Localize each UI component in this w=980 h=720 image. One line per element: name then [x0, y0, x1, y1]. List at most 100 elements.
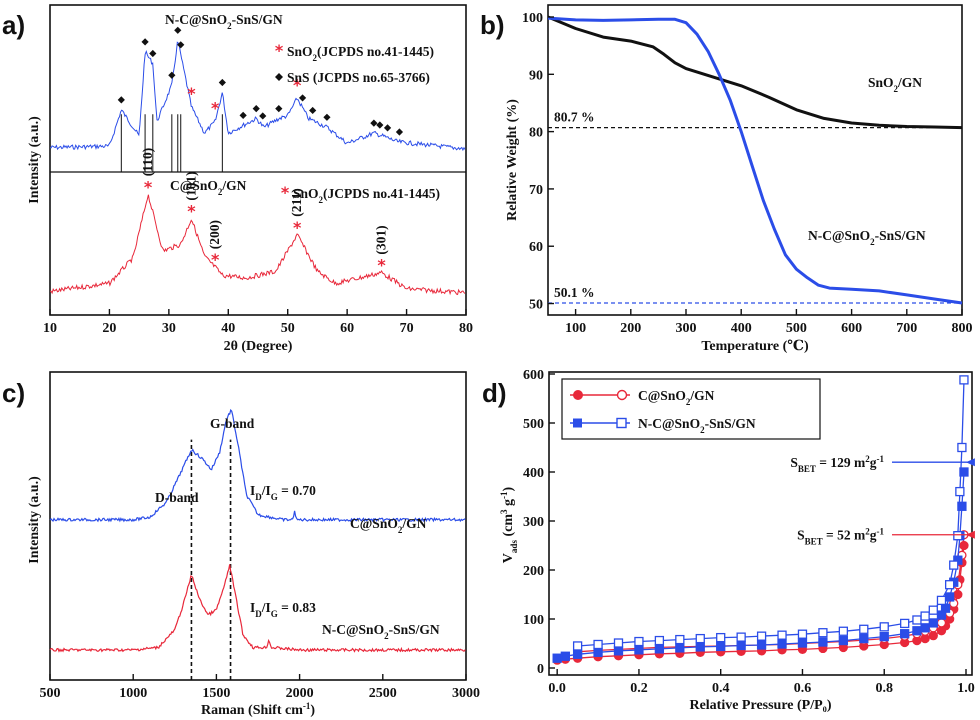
- isotherm-point: [936, 595, 947, 606]
- bet-surface-area-label: SBET = 52 m2g-1: [797, 527, 884, 547]
- isotherm-point: [675, 634, 685, 645]
- sno2-star-marker: *: [211, 99, 220, 118]
- sns-diamond-marker: [149, 49, 157, 58]
- isotherm-point: [552, 653, 562, 663]
- panel-d-y-tick-label: 100: [523, 613, 544, 628]
- panel-label-b: b): [480, 10, 505, 40]
- isotherm-point: [695, 642, 705, 652]
- isotherm-point: [959, 375, 969, 385]
- panel-a-axes: [49, 4, 467, 316]
- isotherm-point: [928, 631, 938, 641]
- legend-marker-filled: [573, 418, 582, 428]
- legend-entry: C@SnO2/GN: [638, 388, 715, 407]
- panel-b: b) 80.7 % 50.1 % SnO2/GN N-C@SnO2-SnS/GN 100 2…: [480, 4, 973, 354]
- sns-diamond-marker: [218, 78, 226, 87]
- raman-series-c-sno2-gn: [49, 408, 466, 523]
- panel-c-xlabel: Raman (Shift cm-1): [201, 701, 315, 718]
- panel-d-y-tick-label: 0: [537, 662, 544, 677]
- panel-a-x-tick-label: 40: [221, 321, 235, 336]
- isotherm-point: [912, 626, 922, 636]
- panel-d-x-tick-label: 0.6: [794, 681, 812, 696]
- d-band-label: D-band: [155, 490, 199, 505]
- panel-b-xlabel: Temperature (℃): [701, 339, 809, 354]
- sns-diamond-marker: [174, 26, 182, 34]
- isotherm-point: [716, 641, 726, 652]
- title-nc-sno2-sns-gn: N-C@SnO2-SnS/GN: [165, 12, 283, 31]
- isotherm-point: [593, 639, 603, 650]
- label-c-sno2-gn: C@SnO2/GN: [350, 516, 427, 535]
- hkl-label: (101): [183, 171, 198, 200]
- xrd-series-c-sno2-gn: [50, 194, 466, 296]
- isotherm-point: [560, 651, 571, 661]
- sns-diamond-marker: [239, 111, 247, 119]
- sns-diamond-marker: [383, 124, 392, 132]
- sns-diamond-marker: [395, 128, 404, 136]
- panel-c-x-tick-label: 2000: [286, 686, 314, 701]
- panel-d-legend: [561, 378, 821, 440]
- reference-label: 50.1 %: [554, 285, 595, 300]
- sns-diamond-marker: [177, 41, 185, 49]
- panel-c-x-tick-label: 500: [40, 686, 61, 701]
- isotherm-point: [797, 629, 808, 639]
- panel-d-x-tick-label: 0.4: [712, 681, 730, 696]
- isotherm-point: [900, 629, 910, 639]
- panel-a-xlabel: 2θ (Degree): [224, 339, 293, 354]
- bet-arrow-head: [965, 530, 975, 539]
- panel-c-x-tick-label: 2500: [369, 686, 397, 701]
- panel-d-y-tick-label: 600: [523, 368, 544, 383]
- isotherm-point: [797, 638, 808, 648]
- panel-b-x-tick-label: 400: [731, 321, 752, 336]
- isotherm-point: [572, 649, 583, 659]
- hkl-label: (110): [140, 148, 155, 177]
- sno2-star-marker: *: [377, 256, 386, 275]
- id-ig-ratio-c-sno2-gn: ID/IG = 0.70: [250, 483, 316, 502]
- panel-a-ylabel: Intensity (a.u.): [27, 116, 42, 204]
- sns-diamond-marker: [259, 112, 267, 120]
- panel-d-x-tick-label: 0.8: [875, 681, 893, 696]
- panel-d-x-tick-label: 1.0: [957, 681, 975, 696]
- panel-d-ylabel: Vads (cm3 g-1): [499, 486, 519, 563]
- panel-c-x-tick-label: 1000: [119, 686, 147, 701]
- isotherm-point: [936, 618, 947, 628]
- legend-sns-jcpds: SnS (JCPDS no.65-3766): [287, 70, 430, 85]
- isotherm-point: [654, 635, 665, 646]
- panel-b-x-tick-label: 500: [786, 321, 807, 336]
- sns-diamond-marker: [323, 113, 331, 121]
- isotherm-point: [593, 647, 603, 657]
- hkl-label: (211): [289, 188, 304, 217]
- panel-d-y-tick-label: 200: [523, 564, 544, 579]
- isotherm-point: [634, 636, 644, 647]
- sns-diamond-marker: [141, 38, 149, 46]
- legend-star-icon: *: [275, 41, 284, 60]
- bet-surface-area-label: SBET = 129 m2g-1: [790, 454, 884, 474]
- panel-c-axes: [49, 371, 467, 681]
- isotherm-point: [879, 622, 889, 632]
- isotherm-point: [838, 635, 849, 646]
- legend-marker-filled: [573, 390, 583, 400]
- isotherm-point: [957, 501, 967, 511]
- isotherm-point: [613, 638, 624, 648]
- hkl-label: (200): [207, 220, 222, 249]
- panel-c-ylabel: Intensity (a.u.): [27, 476, 42, 564]
- sns-diamond-marker: [376, 121, 384, 129]
- isotherm-point: [955, 486, 965, 497]
- isotherm-point: [716, 632, 726, 643]
- isotherm-point: [957, 442, 967, 453]
- sns-diamond-marker: [117, 96, 125, 104]
- id-ig-ratio-nc-sno2-sns-gn: ID/IG = 0.83: [250, 600, 316, 619]
- sno2-star-marker: *: [293, 75, 302, 94]
- panel-b-y-tick-label: 100: [522, 11, 543, 26]
- sns-diamond-marker: [275, 105, 283, 113]
- sno2-star-marker: *: [187, 84, 196, 103]
- reference-label: 80.7 %: [554, 110, 595, 125]
- panel-c-x-tick-label: 3000: [452, 686, 480, 701]
- isotherm-point: [859, 624, 869, 634]
- sno2-star-marker: *: [144, 177, 153, 196]
- panel-b-y-tick-label: 60: [529, 240, 543, 255]
- panel-b-x-tick-label: 700: [896, 321, 917, 336]
- isotherm-point: [920, 623, 930, 633]
- isotherm-point: [879, 631, 889, 642]
- sns-diamond-marker: [370, 119, 378, 127]
- isotherm-point: [912, 615, 922, 625]
